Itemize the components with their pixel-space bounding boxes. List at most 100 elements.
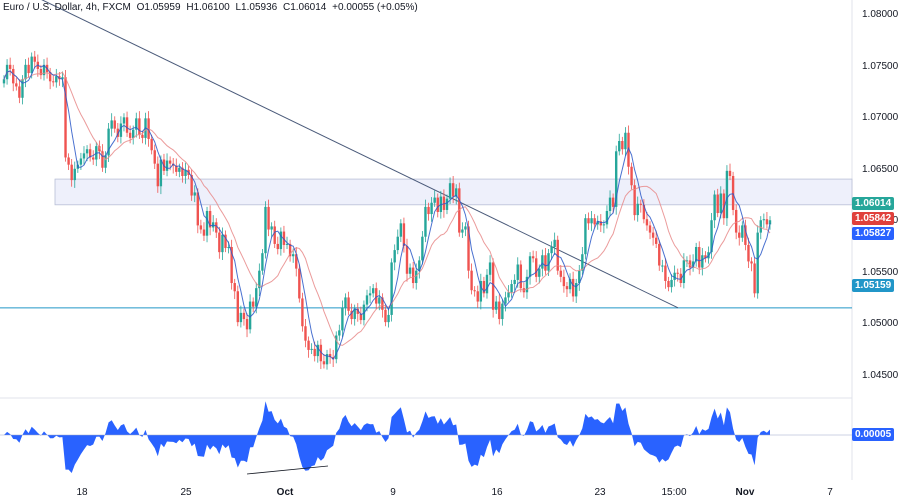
y-tick-label: 1.07000 [862,112,899,124]
candle-body [636,203,639,216]
candle-body [285,243,289,245]
candle-body [759,220,762,233]
candle-body [581,254,584,271]
candle-body [470,270,473,291]
candle-body [199,225,203,230]
candle-body [725,170,729,219]
candle-body [516,264,519,280]
candle-body [202,229,206,236]
candle-body [107,128,110,156]
candle-body [193,192,196,196]
candle-body [30,56,33,74]
candle-body [602,224,606,226]
candle-body [307,340,310,350]
candle-body [531,256,535,259]
candle-body [538,268,541,277]
candle-body [482,280,486,294]
candle-body [48,72,52,82]
candle-body [110,120,113,129]
candle-body [633,185,636,216]
candle-body [485,274,489,294]
open-value: O1.05959 [136,2,181,13]
candle-body [233,283,236,292]
y-tick-label: 1.05500 [862,266,899,278]
candle-body [599,221,603,226]
candle-body [270,226,273,230]
candle-body [208,210,212,228]
candle-body [624,132,627,150]
candle-body [750,261,753,264]
candle-body [236,291,239,323]
candle-body [445,198,449,210]
candle-body [701,255,704,268]
candle-body [664,265,667,281]
candle-body [205,210,209,236]
candle-body [165,160,169,171]
high-value: H1.06100 [186,2,230,13]
candle-body [618,140,621,152]
candle-body [768,220,772,225]
candle-body [21,79,24,98]
y-tick-label: 1.04500 [862,369,899,381]
candle-body [298,268,301,299]
candle-body [507,292,510,298]
x-tick-label: Nov [735,487,755,498]
candle-body [313,348,316,357]
candle-body [279,231,283,250]
candle-body [153,150,156,164]
candle-body [491,262,495,310]
candle-body [288,243,292,257]
candle-body [479,280,483,302]
candle-body [251,301,255,307]
candle-body [2,79,6,84]
candle-body [722,193,726,219]
ma-slow-label: 1.05842 [852,212,895,225]
candle-body [331,357,335,360]
candle-body [611,197,615,207]
candle-body [70,164,73,181]
candle-body [255,288,258,307]
candle-body [442,196,446,210]
candle-body [230,247,233,284]
candle-body [221,234,224,253]
low-value: L1.05936 [235,2,278,13]
candle-body [18,86,21,98]
candle-body [128,132,132,138]
candle-body [661,265,664,267]
candle-body [402,223,406,246]
ma-fast-label: 1.05827 [852,227,895,240]
candle-body [347,297,350,311]
candle-body [79,158,83,165]
candle-body [135,118,138,130]
candle-body [273,226,276,244]
x-tick-label: Oct [276,487,294,498]
candle-body [642,204,646,220]
candle-body [436,197,439,213]
candle-body [744,225,747,245]
candle-body [464,226,467,230]
candle-body [150,138,153,151]
candle-body [282,231,286,245]
candle-body [519,264,523,289]
candle-body [405,245,409,274]
candle-body [716,194,719,214]
candle-body [458,188,461,233]
candle-body [375,288,378,304]
x-tick-label: 7 [827,487,833,498]
candle-body [322,361,326,365]
last-price-label: 1.06014 [852,197,895,210]
candle-body [390,262,393,315]
symbol-title: Euro / U.S. Dollar, 4h, FXCM [3,2,131,13]
support-label: 1.05159 [852,279,895,292]
candle-body [424,206,427,237]
candle-body [399,223,403,237]
candle-body [218,232,221,253]
candle-body [8,64,12,69]
x-tick-label: 16 [491,487,503,498]
candle-body [61,77,64,80]
candle-body [762,219,766,221]
x-tick-label: 18 [76,487,88,498]
candle-body [587,218,590,224]
candle-body [295,254,298,269]
